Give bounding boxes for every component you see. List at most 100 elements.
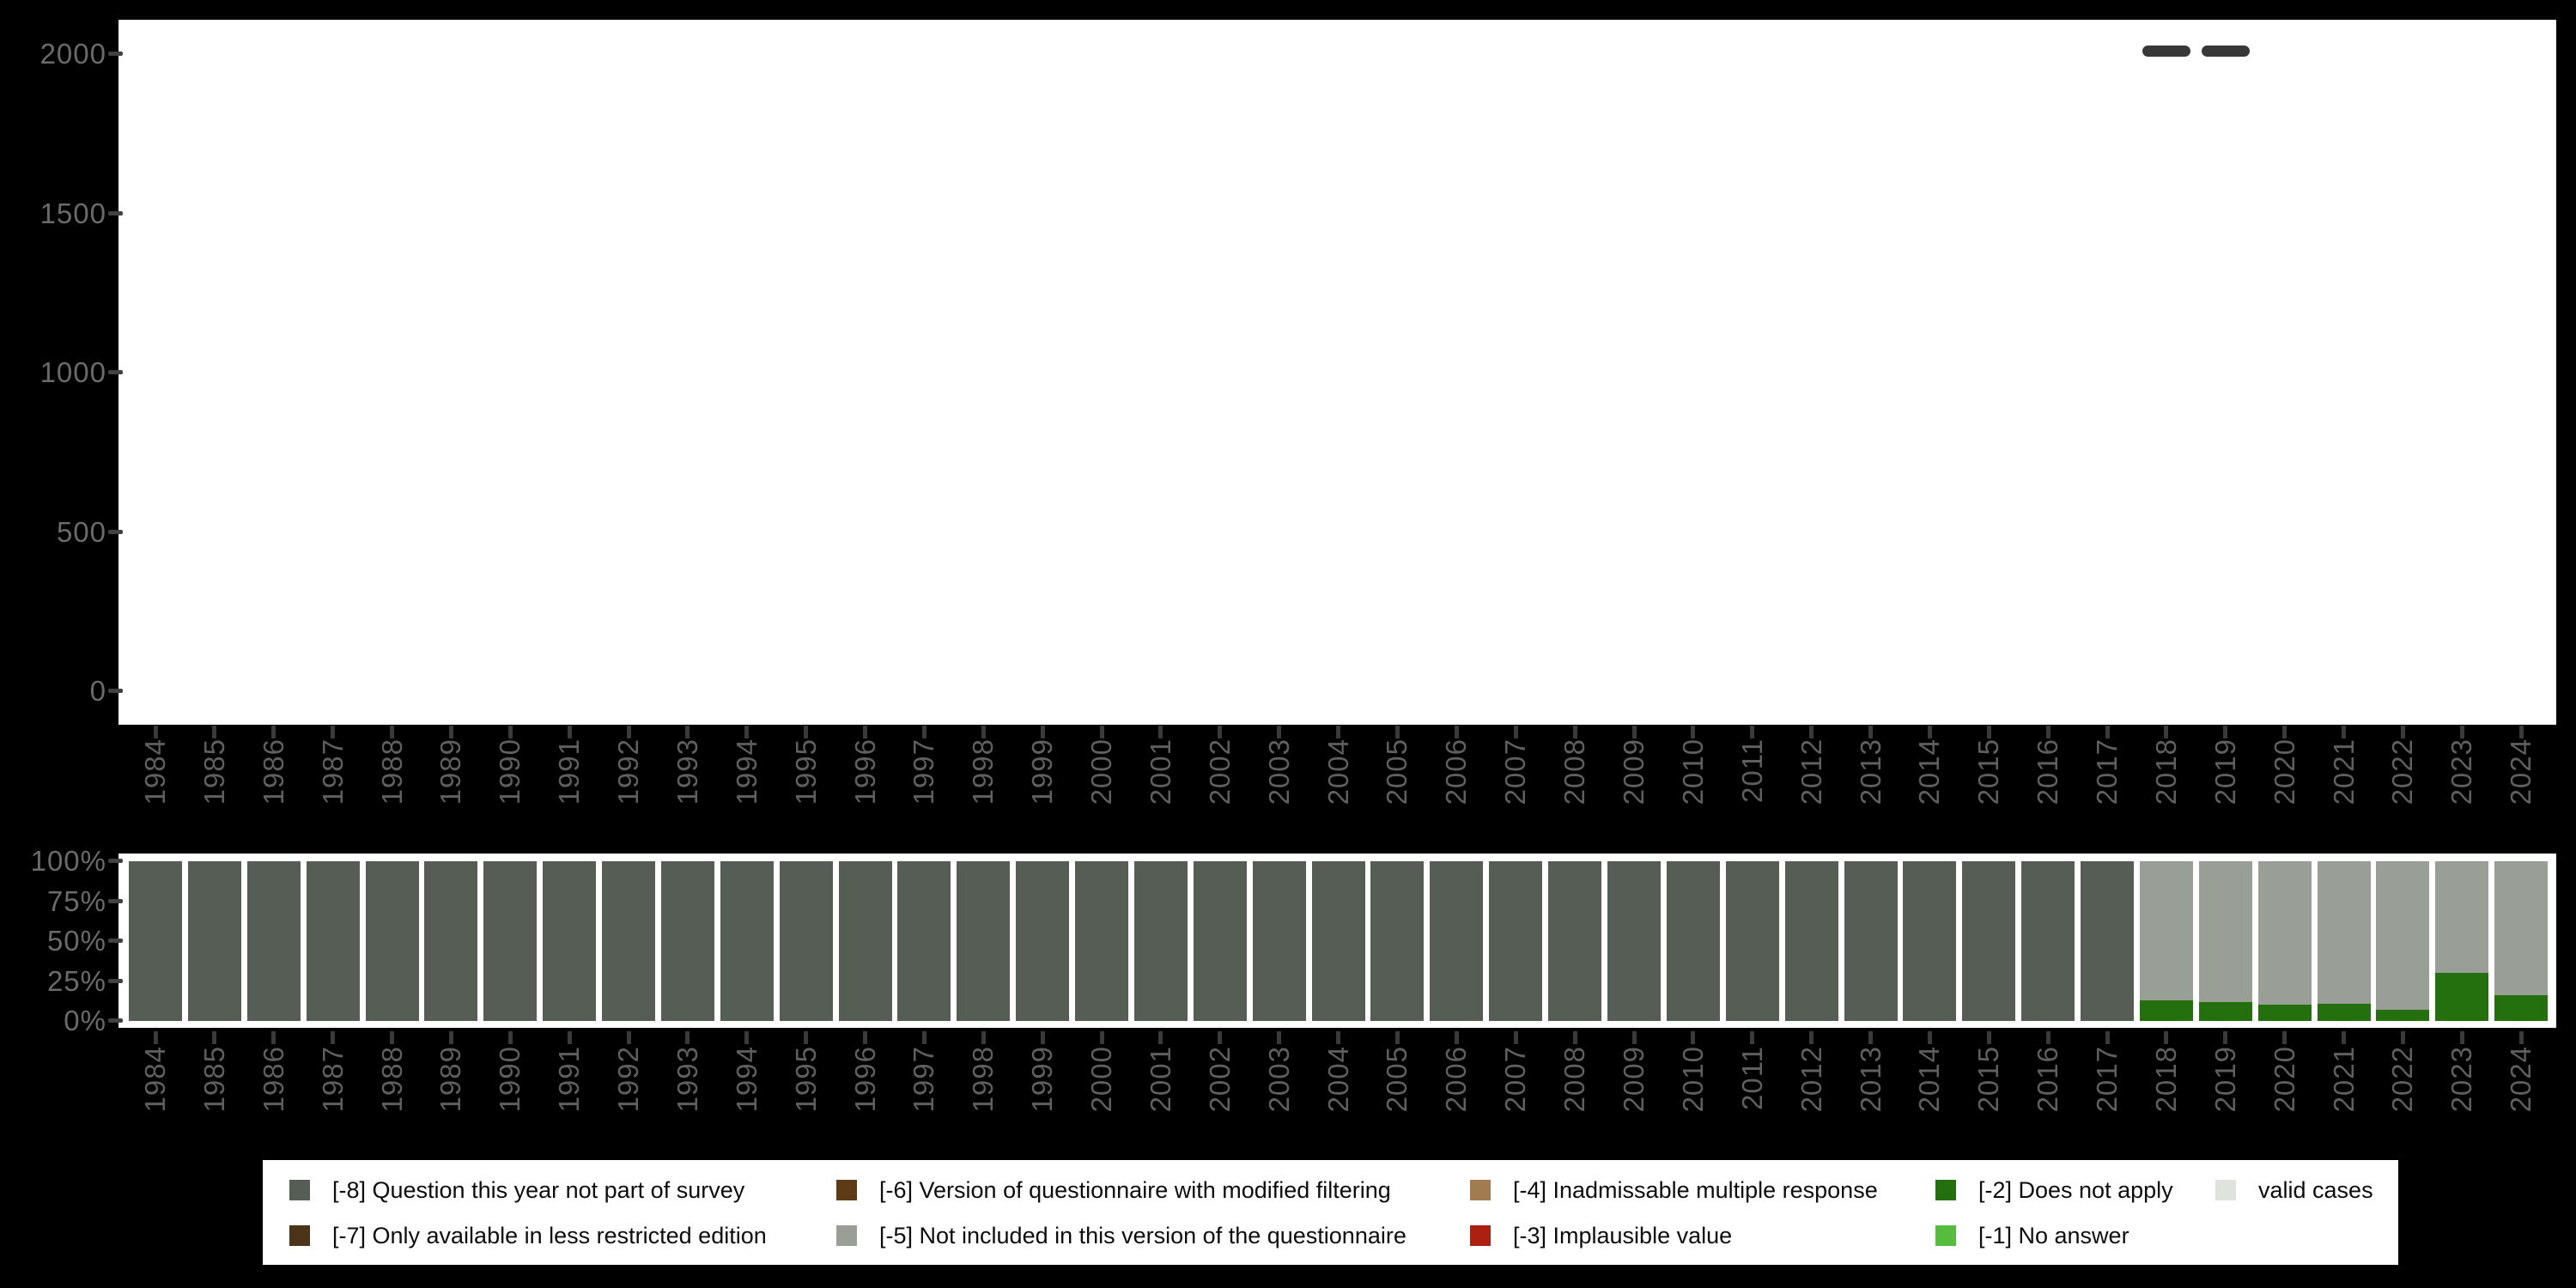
top-x-axis-year-label: 1987 <box>316 738 349 805</box>
bottom-x-axis-tick <box>2045 1031 2050 1044</box>
bottom-x-axis-tick <box>1750 1031 1755 1044</box>
bottom-y-axis-label: 0% <box>64 1005 106 1036</box>
top-x-axis-year-label: 2023 <box>2445 738 2478 805</box>
bottom-x-axis-year-label: 2018 <box>2149 1046 2182 1113</box>
top-y-axis-label: 500 <box>56 515 106 548</box>
bar-segment-2014-code-8 <box>1903 861 1957 1021</box>
bar-segment-2019-code-2 <box>2198 1001 2252 1021</box>
bottom-x-axis-tick <box>981 1031 986 1044</box>
top-x-axis-tick <box>331 726 336 738</box>
bottom-x-axis-tick <box>1454 1031 1459 1044</box>
bottom-x-axis-year-label: 2017 <box>2091 1046 2123 1113</box>
stacked-bar-2007 <box>1489 861 1543 1021</box>
top-x-axis-year-label: 2000 <box>1085 738 1118 805</box>
bottom-x-axis-year-label: 1996 <box>848 1046 881 1113</box>
stacked-bar-2004 <box>1311 861 1365 1021</box>
bottom-x-axis-year-label: 2016 <box>2032 1046 2064 1113</box>
legend-label-4: valid cases <box>2258 1177 2373 1203</box>
top-x-axis-year-label: 2021 <box>2327 738 2360 805</box>
bottom-x-axis-year-label: 2002 <box>1203 1046 1236 1113</box>
top-x-axis-tick <box>1099 726 1104 738</box>
top-x-axis-tick <box>1277 726 1282 738</box>
bottom-x-axis-year-label: 2015 <box>1972 1046 2005 1113</box>
top-x-axis-year-label: 1990 <box>494 738 526 805</box>
bottom-x-axis-year-label: 1988 <box>375 1046 408 1113</box>
stacked-bar-2020 <box>2257 861 2312 1021</box>
top-y-axis-label: 1000 <box>39 356 106 388</box>
top-x-axis-year-label: 2011 <box>1735 738 1768 803</box>
top-x-axis-tick <box>1394 726 1400 738</box>
bottom-x-axis-year-label: 1992 <box>612 1046 645 1113</box>
bottom-x-axis-year-label: 2006 <box>1440 1046 1473 1113</box>
bar-segment-2019-code-5 <box>2198 861 2252 1002</box>
top-x-axis-tick <box>567 726 572 738</box>
bottom-x-axis-tick <box>1572 1031 1577 1044</box>
bottom-x-axis-tick <box>2105 1031 2110 1044</box>
stacked-bar-1989 <box>424 861 478 1021</box>
bottom-x-axis-year-label: 2009 <box>1618 1046 1649 1113</box>
top-x-axis-tick <box>448 726 453 738</box>
bar-segment-2022-code-5 <box>2376 861 2430 1010</box>
stacked-bar-2022 <box>2376 861 2430 1021</box>
bottom-x-axis-year-label: 1995 <box>789 1046 822 1113</box>
top-x-axis-year-label: 2013 <box>1854 738 1886 805</box>
stacked-bar-2018 <box>2139 861 2193 1021</box>
stacked-bar-1986 <box>246 861 301 1021</box>
top-x-axis-tick <box>1631 726 1637 738</box>
bottom-x-axis-year-label: 2004 <box>1321 1046 1354 1113</box>
legend-swatch-1 <box>836 1180 857 1200</box>
stacked-bar-1990 <box>483 861 538 1021</box>
bar-segment-2011-code-8 <box>1725 861 1779 1021</box>
top-x-axis-tick <box>2045 726 2050 738</box>
legend-swatch-2 <box>1470 1180 1491 1200</box>
bottom-x-axis-tick <box>1927 1031 1932 1044</box>
bottom-y-axis-label: 100% <box>30 845 106 877</box>
bar-segment-2021-code-2 <box>2317 1003 2371 1021</box>
top-x-axis-year-label: 1997 <box>908 738 940 805</box>
top-y-axis-label: 0 <box>89 675 106 707</box>
top-x-axis-tick <box>1158 726 1163 738</box>
bar-segment-1993-code-8 <box>660 861 714 1021</box>
top-x-axis-tick <box>1572 726 1577 738</box>
bottom-x-axis-year-label: 1987 <box>316 1046 349 1113</box>
stacked-bar-2005 <box>1370 861 1425 1021</box>
bottom-x-axis-tick <box>1986 1031 1991 1044</box>
bar-segment-2001-code-8 <box>1133 861 1188 1021</box>
stacked-bar-2015 <box>1962 861 2016 1021</box>
bar-segment-1986-code-8 <box>246 861 301 1021</box>
stacked-bar-1998 <box>957 861 1011 1021</box>
valid-cases-chart-panel <box>118 20 2556 725</box>
bottom-x-axis-tick <box>153 1031 158 1044</box>
bottom-x-axis-year-label: 1998 <box>967 1046 999 1113</box>
top-x-axis-tick <box>2223 726 2228 738</box>
bottom-x-axis-year-label: 1993 <box>671 1046 703 1113</box>
top-x-axis-tick <box>507 726 513 738</box>
top-x-axis-year-label: 2006 <box>1440 738 1473 805</box>
top-x-axis-year-label: 2020 <box>2268 738 2300 805</box>
bar-segment-1988-code-8 <box>365 861 419 1021</box>
bar-segment-2012-code-8 <box>1784 861 1838 1021</box>
bottom-y-axis-tick <box>108 939 123 943</box>
stacked-bar-1994 <box>720 861 774 1021</box>
stacked-bar-2000 <box>1075 861 1129 1021</box>
top-x-axis-year-label: 2005 <box>1381 738 1413 805</box>
stacked-bar-2012 <box>1784 861 1838 1021</box>
stacked-bar-2002 <box>1193 861 1247 1021</box>
top-y-axis-tick <box>108 52 123 56</box>
top-x-axis-tick <box>1454 726 1459 738</box>
bar-segment-1996-code-8 <box>838 861 892 1021</box>
bar-segment-1999-code-8 <box>1016 861 1070 1021</box>
top-x-axis-year-label: 1989 <box>434 738 467 805</box>
top-x-axis-tick <box>2342 726 2347 738</box>
top-x-axis-tick <box>1868 726 1874 738</box>
stacked-bar-1991 <box>543 861 597 1021</box>
legend: [-8] Question this year not part of surv… <box>263 1160 2398 1265</box>
bar-segment-2002-code-8 <box>1193 861 1247 1021</box>
bottom-x-axis-year-label: 2020 <box>2268 1046 2300 1113</box>
top-x-axis-tick <box>1218 726 1223 738</box>
top-x-axis-tick <box>271 726 276 738</box>
bottom-x-axis-tick <box>1277 1031 1282 1044</box>
top-x-axis-tick <box>1986 726 1991 738</box>
stacked-bar-2010 <box>1666 861 1720 1021</box>
